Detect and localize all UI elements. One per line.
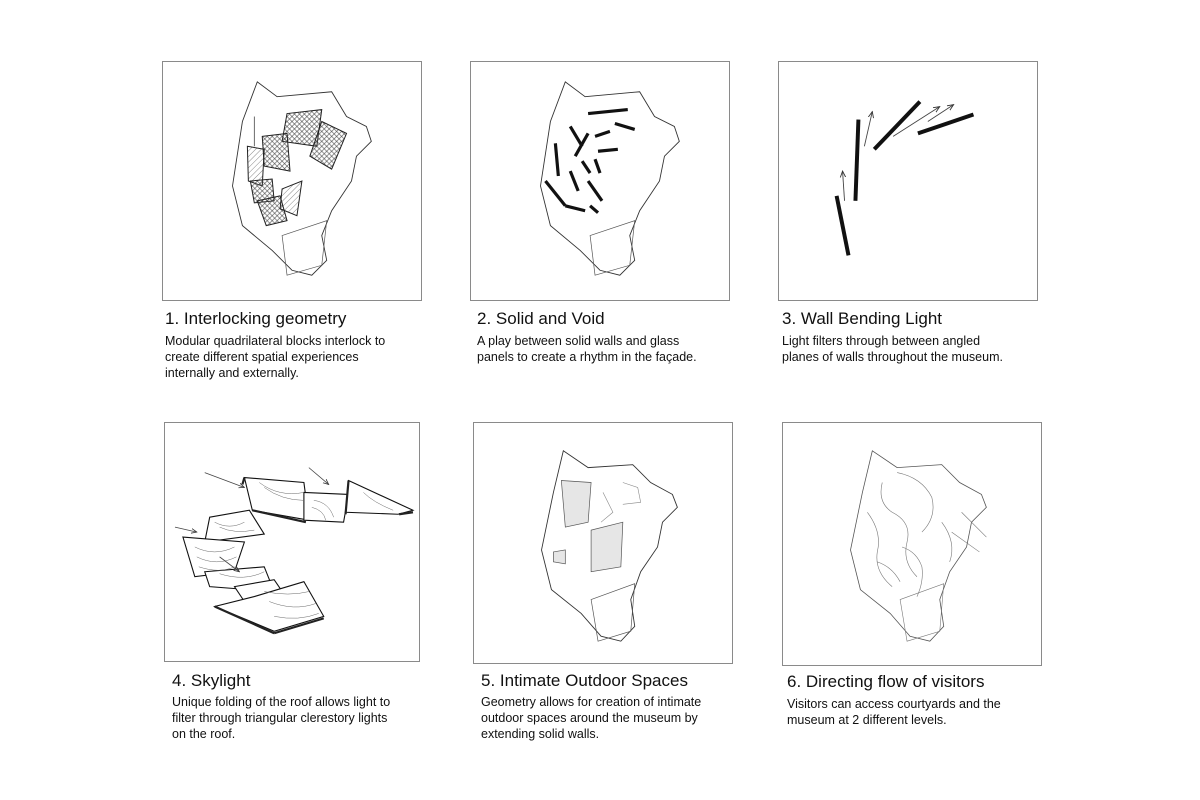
panel-title-3: 3. Wall Bending Light xyxy=(782,309,943,328)
skylight-roof-axonometric xyxy=(174,467,415,635)
description-line: Modular quadrilateral blocks interlock t… xyxy=(165,334,386,348)
panel-title-6: 6. Directing flow of visitors xyxy=(787,672,985,691)
description-line: museum at 2 different levels. xyxy=(787,713,947,727)
diagram-frame-4 xyxy=(164,422,420,662)
panel-description-1: Modular quadrilateral blocks interlock t… xyxy=(165,333,385,381)
panel-description-4: Unique folding of the roof allows light … xyxy=(172,694,390,742)
description-line: create different spatial experiences xyxy=(165,350,359,364)
diagram-frame-5 xyxy=(473,422,733,664)
description-line: internally and externally. xyxy=(165,366,299,380)
description-line: on the roof. xyxy=(172,727,236,741)
diagram-frame-2 xyxy=(470,61,730,301)
panel-description-5: Geometry allows for creation of intimate… xyxy=(481,694,701,742)
diagram-frame-6 xyxy=(782,422,1042,666)
wall-bending-light-diagram xyxy=(834,100,975,256)
description-line: Geometry allows for creation of intimate xyxy=(481,695,702,709)
description-line: panels to create a rhythm in the façade. xyxy=(477,350,697,364)
description-line: Unique folding of the roof allows light … xyxy=(172,695,391,709)
description-line: A play between solid walls and glass xyxy=(477,334,680,348)
panel-description-3: Light filters through between angled pla… xyxy=(782,333,1003,365)
panel-title-5: 5. Intimate Outdoor Spaces xyxy=(481,671,688,690)
description-line: outdoor spaces around the museum by xyxy=(481,711,698,725)
intimate-outdoor-spaces-plan xyxy=(541,450,678,642)
description-line: filter through triangular clerestory lig… xyxy=(172,711,388,725)
panel-description-6: Visitors can access courtyards and the m… xyxy=(787,696,1001,728)
panel-title-4: 4. Skylight xyxy=(172,671,251,690)
panel-title-2: 2. Solid and Void xyxy=(477,309,605,328)
description-line: Light filters through between angled xyxy=(782,334,981,348)
panel-title-1: 1. Interlocking geometry xyxy=(165,309,347,328)
diagram-frame-3 xyxy=(778,61,1038,301)
description-line: Visitors can access courtyards and the xyxy=(787,697,1001,711)
visitor-flow-plan xyxy=(850,450,987,642)
diagram-frame-1 xyxy=(162,61,422,301)
description-line: planes of walls throughout the museum. xyxy=(782,350,1003,364)
description-line: extending solid walls. xyxy=(481,727,600,741)
interlocking-geometry-plan xyxy=(232,81,372,276)
solid-and-void-plan xyxy=(540,81,680,276)
panel-description-2: A play between solid walls and glass pan… xyxy=(477,333,697,365)
